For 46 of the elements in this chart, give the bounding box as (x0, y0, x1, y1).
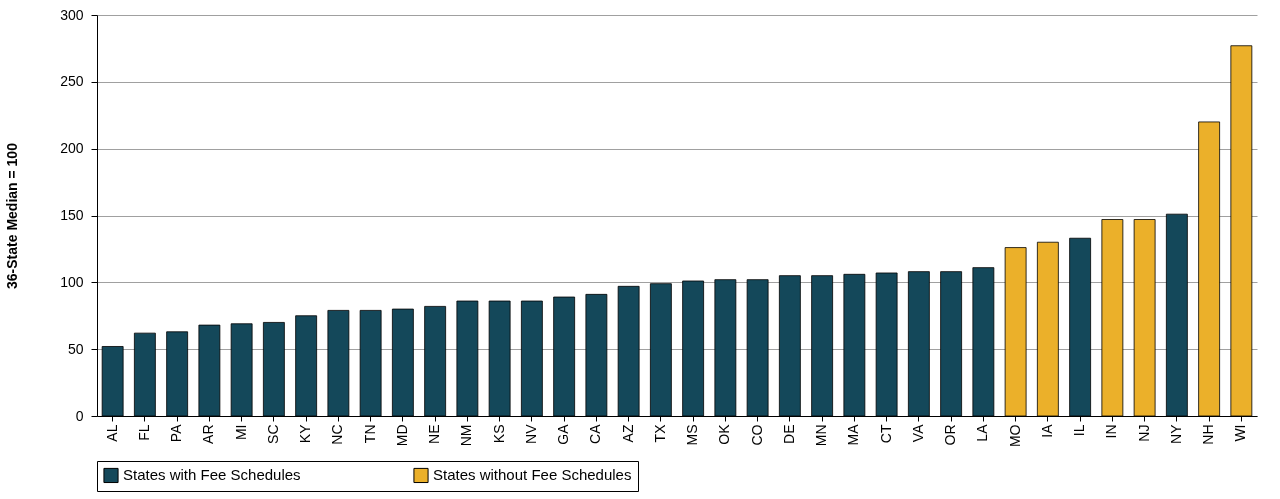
x-tick-label: NY (1167, 423, 1184, 444)
x-tick-label: TN (361, 424, 378, 444)
x-tick-label: OK (716, 423, 733, 445)
x-tick-label: IA (1038, 423, 1055, 438)
x-tick-label: KY (297, 423, 314, 444)
x-tick-label: NV (522, 423, 539, 444)
y-axis-title: 36-State Median = 100 (4, 142, 21, 289)
x-tick-label: NJ (1135, 424, 1152, 442)
x-tick-label: DE (780, 424, 797, 444)
x-tick-label: WI (1232, 424, 1249, 442)
x-tick-label: NM (458, 424, 475, 447)
y-tick-label: 300 (60, 6, 84, 23)
x-tick-label: AZ (619, 424, 636, 443)
y-tick-label: 100 (60, 273, 84, 290)
x-tick-label: GA (555, 423, 572, 445)
x-tick-label: MD (393, 424, 410, 447)
x-tick-label: KS (490, 424, 507, 444)
x-tick-label: NE (426, 424, 443, 444)
y-tick-label: 200 (60, 140, 84, 157)
x-tick-label: AR (200, 424, 217, 444)
x-tick-label: CT (877, 424, 894, 444)
legend-label: States without Fee Schedules (433, 466, 632, 484)
x-tick-label: CA (587, 423, 604, 444)
x-tick-label: MO (1006, 424, 1023, 448)
x-tick-label: OR (942, 424, 959, 446)
x-tick-label: FL (135, 424, 152, 441)
y-tick-label: 0 (75, 407, 84, 424)
x-tick-label: NC (329, 424, 346, 445)
x-tick-label: AL (103, 424, 120, 442)
x-tick-label: IN (1103, 424, 1120, 439)
y-tick-label: 150 (60, 207, 84, 223)
legend-label: States with Fee Schedules (123, 466, 301, 484)
y-tick-label: 50 (67, 340, 84, 357)
x-tick-label: MS (684, 424, 701, 446)
x-tick-label: LA (974, 423, 991, 442)
x-tick-label: MI (232, 424, 249, 441)
x-tick-label: VA (909, 423, 926, 443)
x-tick-label: TX (651, 423, 668, 443)
x-tick-label: NH (1200, 424, 1217, 445)
x-tick-label: MA (845, 423, 862, 446)
x-tick-label: IL (1071, 424, 1088, 437)
x-tick-label: SC (264, 424, 281, 444)
x-tick-label: CO (748, 424, 765, 446)
x-tick-label: MN (813, 424, 830, 447)
y-tick-label: 250 (60, 73, 84, 90)
x-tick-label: PA (168, 423, 185, 443)
